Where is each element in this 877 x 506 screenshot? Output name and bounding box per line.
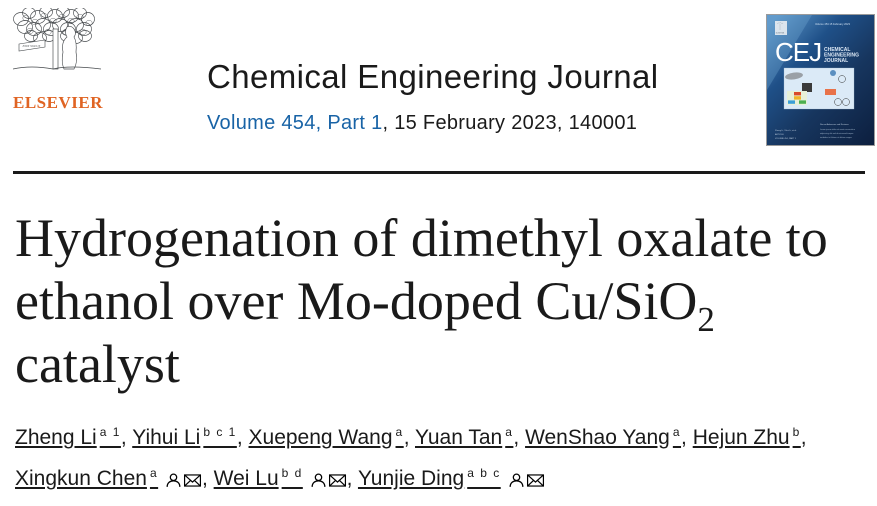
svg-text:incididunt ut labore et dolore: incididunt ut labore et dolore magna <box>820 136 853 139</box>
svg-text:JOURNAL: JOURNAL <box>824 58 848 64</box>
svg-text:Volume 454 15 February 20: Volume 454 15 February 2023 <box>815 22 850 26</box>
svg-text:ARTICLE: ARTICLE <box>775 133 784 136</box>
svg-text:ELSEVIER: ELSEVIER <box>776 32 785 34</box>
svg-text:Recent Advances and Reviews: Recent Advances and Reviews <box>820 123 849 126</box>
svg-text:NON SOLUS: NON SOLUS <box>22 44 41 48</box>
svg-text:Zheng Li, Yihui Li, et al.: Zheng Li, Yihui Li, et al. <box>775 129 797 132</box>
svg-text:VOLUME 454, PART 1: VOLUME 454, PART 1 <box>775 137 797 140</box>
svg-text:CEJ: CEJ <box>775 37 821 67</box>
svg-text:adipiscing elit sed do eiusmod: adipiscing elit sed do eiusmod tempor <box>820 132 854 135</box>
svg-text:Lorem ipsum dolor sit amet con: Lorem ipsum dolor sit amet consectetur <box>820 128 855 131</box>
